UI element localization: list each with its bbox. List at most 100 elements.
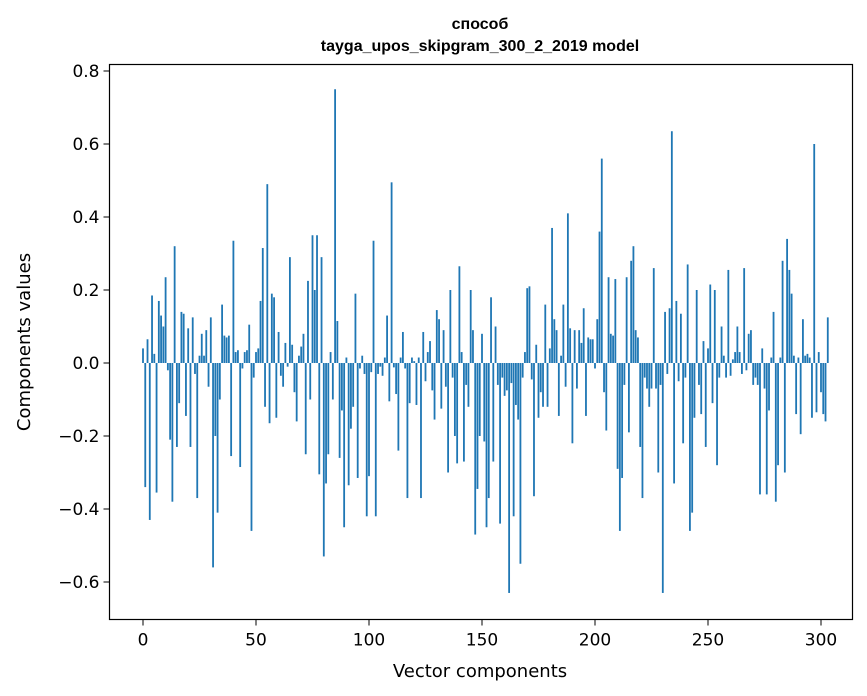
bar-component-75 [311, 235, 314, 363]
bar-component-177 [542, 363, 544, 407]
bar-component-85 [334, 89, 337, 363]
bar-component-171 [528, 286, 531, 363]
bar-component-278 [770, 357, 773, 363]
bar-component-62 [282, 363, 285, 387]
bar-component-246 [698, 363, 700, 385]
bar-component-192 [576, 363, 578, 389]
bar-component-37 [225, 337, 228, 363]
bar-component-95 [356, 363, 359, 478]
bar-component-223 [646, 363, 648, 389]
bar-component-93 [352, 363, 355, 407]
bar-component-198 [589, 339, 592, 363]
bar-component-229 [659, 363, 662, 385]
bar-component-77 [316, 235, 318, 363]
bar-component-290 [797, 357, 800, 363]
bar-component-130 [435, 310, 438, 363]
bar-component-188 [566, 213, 569, 363]
bar-component-150 [481, 333, 483, 363]
bar-component-82 [327, 363, 330, 455]
bar-component-101 [370, 363, 373, 373]
bar-component-199 [591, 339, 594, 363]
bar-component-224 [648, 363, 651, 407]
bar-component-36 [223, 335, 226, 363]
bar-component-162 [508, 363, 511, 593]
bar-component-249 [704, 363, 707, 447]
bar-component-15 [175, 363, 178, 447]
bar-component-253 [713, 290, 716, 363]
bar-component-218 [634, 330, 637, 363]
bar-component-137 [451, 363, 454, 378]
bar-component-245 [695, 290, 698, 363]
bar-component-221 [641, 363, 644, 499]
bar-component-282 [779, 357, 782, 363]
bar-component-194 [580, 342, 583, 363]
bar-component-191 [573, 330, 576, 363]
bar-component-18 [182, 313, 185, 363]
bar-component-271 [754, 363, 757, 378]
bar-component-72 [304, 363, 307, 455]
chart-title: способ [452, 16, 509, 33]
bar-component-4 [151, 295, 153, 363]
bar-component-208 [612, 335, 614, 363]
bar-component-153 [487, 363, 490, 499]
bar-component-178 [544, 304, 547, 363]
bar-component-104 [377, 363, 379, 374]
bar-component-292 [802, 319, 804, 363]
bar-component-69 [298, 355, 300, 363]
bar-component-14 [173, 246, 176, 363]
bar-component-244 [693, 363, 696, 418]
bar-component-195 [582, 308, 585, 363]
bar-component-2 [146, 339, 149, 363]
bar-component-5 [153, 353, 156, 363]
bar-component-213 [623, 363, 626, 385]
bar-component-174 [535, 344, 538, 363]
bar-component-98 [363, 363, 366, 374]
bar-component-3 [148, 363, 151, 520]
bar-component-102 [372, 240, 375, 363]
bar-component-20 [187, 328, 190, 363]
bar-component-220 [639, 363, 642, 447]
bar-component-49 [252, 363, 255, 378]
bar-component-185 [560, 355, 563, 363]
x-tick-label: 100 [353, 631, 385, 651]
bar-component-114 [399, 357, 402, 363]
bar-component-204 [603, 363, 605, 393]
bar-component-233 [668, 308, 671, 363]
bar-component-145 [469, 290, 472, 363]
bar-component-294 [806, 353, 809, 363]
bar-component-7 [157, 300, 160, 363]
bar-component-58 [273, 297, 275, 363]
bar-component-190 [571, 363, 574, 444]
bar-component-152 [485, 363, 488, 528]
bar-component-151 [483, 363, 486, 442]
bar-component-121 [415, 363, 418, 405]
bar-component-225 [650, 363, 653, 389]
bar-component-170 [526, 288, 529, 363]
bar-component-209 [614, 279, 617, 363]
bar-component-252 [711, 363, 714, 404]
bar-component-52 [259, 300, 262, 363]
bar-component-8 [160, 315, 162, 363]
bar-component-27 [203, 355, 205, 363]
bar-component-86 [336, 321, 339, 363]
bar-component-211 [618, 363, 621, 531]
bar-component-76 [313, 290, 316, 363]
bar-component-256 [720, 326, 723, 363]
bar-component-267 [745, 363, 748, 371]
bar-component-269 [750, 330, 752, 363]
plot-frame [108, 63, 854, 621]
bar-component-216 [630, 260, 633, 363]
bar-component-210 [616, 363, 619, 469]
bar-component-63 [284, 342, 287, 363]
bar-component-124 [422, 331, 425, 363]
bar-component-200 [594, 363, 596, 369]
bar-component-115 [401, 331, 404, 363]
bar-component-235 [673, 363, 676, 484]
bar-component-99 [365, 363, 368, 517]
bar-component-193 [578, 330, 581, 363]
bar-component-270 [752, 363, 755, 385]
y-tick-label: 0.4 [72, 208, 99, 228]
y-tick-label: 0.0 [72, 354, 99, 374]
bar-component-71 [302, 333, 305, 363]
bar-component-25 [198, 355, 201, 363]
